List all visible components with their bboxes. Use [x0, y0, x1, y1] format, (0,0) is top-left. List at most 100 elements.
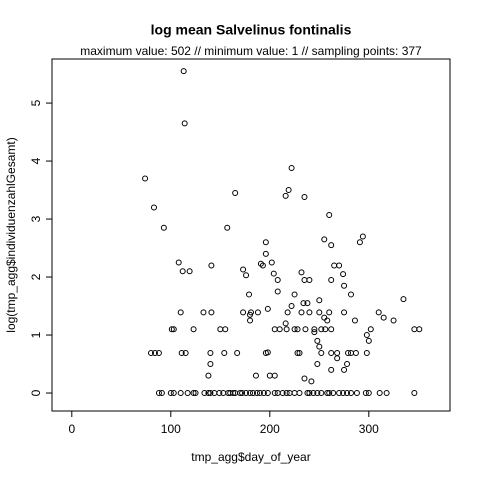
point [316, 297, 323, 304]
point [271, 372, 278, 379]
point [326, 390, 333, 397]
point [334, 355, 341, 362]
x-tick-label: 100 [161, 422, 181, 436]
y-tick-label: 5 [29, 99, 43, 106]
point [352, 350, 359, 357]
point [344, 390, 351, 397]
point [318, 390, 325, 397]
point [243, 390, 250, 397]
point [260, 390, 267, 397]
point [328, 350, 335, 357]
point [221, 350, 228, 357]
point [274, 288, 281, 295]
point [208, 309, 215, 316]
point [285, 187, 292, 194]
point [344, 361, 351, 368]
point [151, 350, 158, 357]
point [160, 224, 167, 231]
y-tick-label: 3 [29, 215, 43, 222]
x-tick-label: 300 [359, 422, 379, 436]
point [264, 349, 271, 356]
point [207, 390, 214, 397]
point [186, 268, 193, 275]
point [243, 272, 250, 279]
point [375, 309, 382, 316]
point [298, 269, 305, 276]
point [376, 390, 383, 397]
point [259, 262, 266, 269]
point [142, 175, 149, 182]
point [282, 320, 289, 327]
point [318, 350, 325, 357]
point [274, 276, 281, 283]
point [296, 350, 303, 357]
point [279, 390, 286, 397]
point [284, 309, 291, 316]
point [168, 326, 175, 333]
point [353, 390, 360, 397]
point [155, 350, 162, 357]
point [224, 224, 231, 231]
point [311, 329, 318, 336]
point [306, 390, 313, 397]
y-tick-label: 2 [29, 273, 43, 280]
y-tick-label: 0 [29, 389, 43, 396]
point [300, 300, 307, 307]
point [155, 390, 162, 397]
y-axis-label: log(tmp_agg$individuenzahlGesamt) [4, 137, 18, 332]
point [283, 326, 290, 333]
point [175, 259, 182, 266]
point [367, 326, 374, 333]
point [356, 239, 363, 246]
point [239, 390, 246, 397]
point [365, 337, 372, 344]
point [301, 276, 308, 283]
point [240, 266, 247, 273]
point [340, 390, 347, 397]
x-tick-label: 200 [260, 422, 280, 436]
point [363, 350, 370, 357]
point [252, 372, 259, 379]
point [347, 291, 354, 298]
point [311, 326, 318, 333]
point [247, 311, 254, 318]
point [205, 390, 212, 397]
point [347, 390, 354, 397]
point [291, 291, 298, 298]
point [321, 236, 328, 243]
point [268, 259, 275, 266]
point [177, 309, 184, 316]
point [177, 390, 184, 397]
point [304, 390, 311, 397]
point [288, 303, 295, 310]
point [264, 390, 271, 397]
point [308, 378, 315, 385]
point [301, 375, 308, 382]
point [200, 309, 207, 316]
point [247, 390, 254, 397]
point [232, 189, 239, 196]
point [365, 390, 372, 397]
point [282, 192, 289, 199]
point [148, 350, 155, 357]
point [184, 390, 191, 397]
point [336, 390, 343, 397]
point [362, 390, 369, 397]
point [179, 268, 186, 275]
point [294, 326, 301, 333]
point [253, 390, 260, 397]
point [294, 350, 301, 357]
point [262, 250, 269, 257]
y-tick-label: 4 [29, 157, 43, 164]
point [341, 366, 348, 373]
point [230, 390, 237, 397]
point [207, 350, 214, 357]
point [322, 326, 329, 333]
point [237, 390, 244, 397]
point [328, 326, 335, 333]
point [264, 305, 271, 312]
point [314, 390, 321, 397]
point [158, 390, 165, 397]
point [324, 390, 331, 397]
